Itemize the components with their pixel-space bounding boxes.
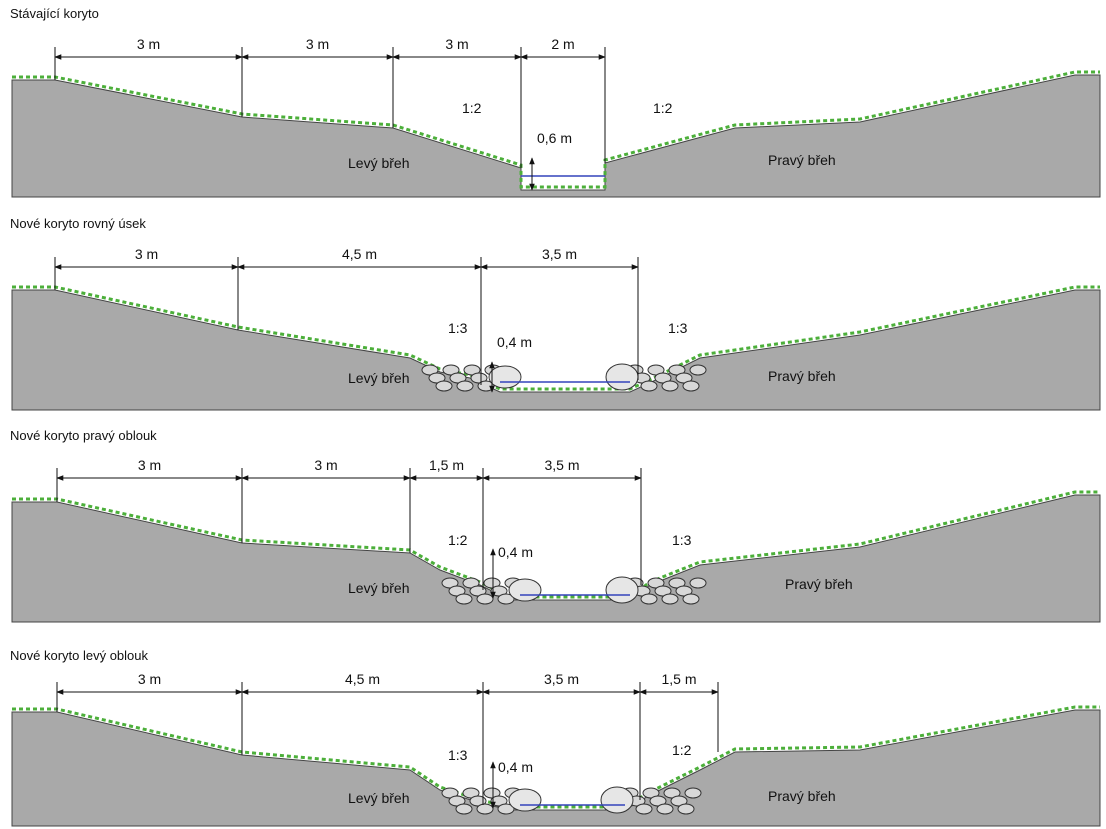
grass (12, 285, 1100, 391)
stone (456, 380, 474, 392)
stone (682, 380, 700, 392)
slope-label: 1:3 (668, 320, 688, 336)
grass (12, 705, 1100, 809)
left-bank-label: Levý břeh (348, 790, 409, 806)
dimension-label: 3 m (445, 36, 468, 52)
panel-title: Stávající koryto (10, 6, 99, 21)
dimension-label: 3 m (137, 36, 160, 52)
dimension-label: 3,5 m (544, 671, 579, 687)
slope-label: 1:3 (672, 532, 692, 548)
depth-label: 0,4 m (497, 334, 532, 350)
dimension-label: 3 m (306, 36, 329, 52)
stone (661, 380, 679, 392)
panel-title: Nové koryto levý oblouk (10, 648, 149, 663)
left-bank-label: Levý břeh (348, 155, 409, 171)
depth-label: 0,4 m (498, 544, 533, 560)
depth-label: 0,6 m (537, 130, 572, 146)
dimension-label: 3,5 m (544, 457, 579, 473)
right-bank-label: Pravý břeh (785, 576, 853, 592)
dimension-label: 2 m (551, 36, 574, 52)
slope-label: 1:3 (448, 320, 468, 336)
right-bank-label: Pravý břeh (768, 788, 836, 804)
boulder (508, 788, 542, 812)
boulder (600, 786, 634, 814)
stone (640, 593, 658, 605)
cross-section: Nové koryto levý oblouk 3 m 4,5 m 3,5 m 1,5 … (10, 648, 1101, 827)
stone (661, 593, 679, 605)
stone (640, 380, 658, 392)
stone (677, 803, 695, 815)
stone (682, 593, 700, 605)
stone (476, 593, 494, 605)
slope-label: 1:2 (448, 532, 468, 548)
stone (497, 803, 515, 815)
stone (455, 593, 473, 605)
stone (684, 787, 702, 799)
stone (435, 380, 453, 392)
boulder (508, 578, 542, 602)
stone (689, 364, 707, 376)
dimension-label: 3 m (135, 246, 158, 262)
stone (635, 803, 653, 815)
slope-label: 1:3 (448, 747, 468, 763)
dimension-label: 4,5 m (342, 246, 377, 262)
grass (12, 70, 1100, 189)
dimension-label: 3 m (138, 457, 161, 473)
dimension-label: 3,5 m (542, 246, 577, 262)
boulder (605, 363, 639, 391)
slope-label: 1:2 (462, 100, 482, 116)
cross-section: Nové koryto pravý oblouk 3 m 3 m 1,5 m 3,5 m… (10, 428, 1101, 623)
stone (455, 803, 473, 815)
right-bank-label: Pravý břeh (768, 368, 836, 384)
dimension-label: 3 m (138, 671, 161, 687)
stone (476, 803, 494, 815)
panel-title: Nové koryto pravý oblouk (10, 428, 157, 443)
stone (656, 803, 674, 815)
left-bank-label: Levý břeh (348, 370, 409, 386)
cross-section: Stávající koryto 3 m 3 m 3 m 2 m 1:2 1:2 0,6 m L… (10, 6, 1101, 198)
cross-section: Nové koryto rovný úsek 3 m 4,5 m 3,5 m 1:3 1:… (10, 216, 1101, 411)
dimension-label: 1,5 m (661, 671, 696, 687)
ground (11, 289, 1101, 411)
left-bank-label: Levý břeh (348, 580, 409, 596)
stone (689, 577, 707, 589)
ground (11, 709, 1101, 827)
slope-label: 1:2 (672, 742, 692, 758)
slope-label: 1:2 (653, 100, 673, 116)
boulder (605, 576, 639, 604)
boulder (488, 365, 522, 389)
right-bank-label: Pravý břeh (768, 152, 836, 168)
dimension-label: 3 m (314, 457, 337, 473)
panel-title: Nové koryto rovný úsek (10, 216, 146, 231)
dimension-label: 1,5 m (429, 457, 464, 473)
dimension-label: 4,5 m (345, 671, 380, 687)
stone (497, 593, 515, 605)
depth-label: 0,4 m (498, 759, 533, 775)
ground (11, 494, 1101, 623)
